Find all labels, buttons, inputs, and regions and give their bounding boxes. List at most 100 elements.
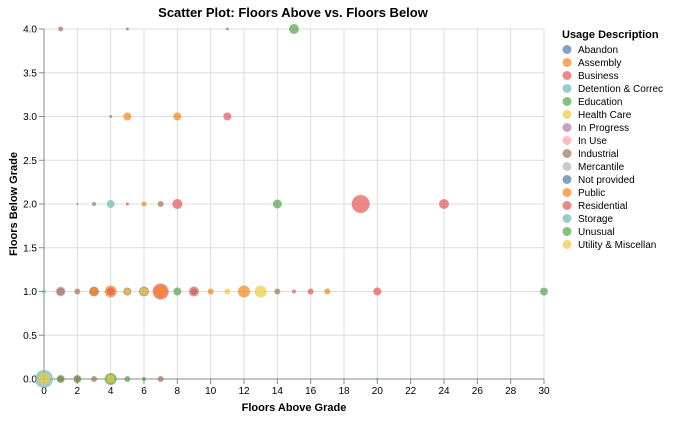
legend-symbol xyxy=(562,162,572,171)
scatter-point xyxy=(106,375,115,383)
scatter-point xyxy=(324,288,331,295)
scatter-point xyxy=(58,26,64,32)
scatter-point xyxy=(124,376,131,382)
legend-label: Residential xyxy=(578,201,627,212)
legend-label: Business xyxy=(578,71,619,82)
legend-symbol xyxy=(562,201,572,210)
scatter-point xyxy=(74,288,81,295)
scatter-point xyxy=(225,27,229,31)
x-tick-label: 2 xyxy=(75,386,81,397)
y-tick-label: 2.0 xyxy=(23,200,37,211)
scatter-point xyxy=(173,287,182,296)
legend-label: Storage xyxy=(578,214,613,225)
scatter-point xyxy=(74,376,81,382)
legend-label: Industrial xyxy=(578,149,619,160)
legend-symbol xyxy=(562,45,572,54)
legend-symbol xyxy=(562,175,572,184)
scatter-point xyxy=(173,112,182,121)
legend-symbol xyxy=(562,123,572,132)
scatter-point xyxy=(375,377,379,381)
scatter-point xyxy=(106,287,115,296)
x-tick-label: 20 xyxy=(372,386,384,397)
scatter-point xyxy=(91,376,97,382)
scatter-point xyxy=(125,27,129,31)
legend-symbol xyxy=(562,136,572,145)
scatter-point xyxy=(307,288,314,295)
x-tick-label: 8 xyxy=(175,386,181,397)
scatter-point xyxy=(109,115,113,118)
scatter-point xyxy=(238,285,250,298)
y-tick-label: 1.5 xyxy=(23,243,37,254)
x-tick-label: 28 xyxy=(505,386,517,397)
x-tick-label: 16 xyxy=(305,386,317,397)
scatter-point xyxy=(56,287,65,296)
legend-label: Education xyxy=(578,97,622,108)
scatter-point xyxy=(123,112,132,121)
scatter-point xyxy=(254,285,267,298)
legend-symbol xyxy=(562,240,572,249)
scatter-point xyxy=(373,287,382,296)
scatter-point xyxy=(292,289,296,294)
scatter-point xyxy=(76,203,79,205)
legend-symbol xyxy=(562,58,572,67)
data-points xyxy=(35,24,548,388)
scatter-point xyxy=(209,378,212,380)
legend-label: Mercantile xyxy=(578,162,625,173)
x-tick-label: 22 xyxy=(405,386,417,397)
legend-label: Assembly xyxy=(578,58,621,69)
scatter-point xyxy=(154,285,167,298)
legend-label: Health Care xyxy=(578,110,632,121)
scatter-point xyxy=(351,195,370,213)
legend-label: Unusual xyxy=(578,227,615,238)
x-axis-title: Floors Above Grade xyxy=(242,402,347,414)
scatter-point xyxy=(142,377,146,381)
legend-label: In Use xyxy=(578,136,607,147)
chart-title: Scatter Plot: Floors Above vs. Floors Be… xyxy=(158,5,429,20)
scatter-point xyxy=(38,373,50,385)
scatter-point xyxy=(157,201,164,207)
scatter-point xyxy=(172,199,183,209)
y-axis-title: Floors Below Grade xyxy=(8,152,20,256)
legend: Usage Description Abandon Assembly Busines… xyxy=(562,29,663,251)
x-tick-label: 18 xyxy=(338,386,350,397)
x-tick-label: 14 xyxy=(272,386,284,397)
legend-title: Usage Description xyxy=(562,29,659,41)
x-tick-label: 12 xyxy=(238,386,250,397)
scatter-point xyxy=(106,200,115,208)
scatter-point xyxy=(272,199,282,209)
legend-symbol xyxy=(562,214,572,223)
x-tick-label: 26 xyxy=(472,386,484,397)
scatter-point xyxy=(125,202,129,206)
scatter-point xyxy=(439,199,449,209)
scatter-point xyxy=(124,288,131,295)
scatter-point xyxy=(57,376,64,382)
x-tick-label: 30 xyxy=(538,386,550,397)
axes: 0 2 4 6 8 10 12 14 16 18 20 22 24 26 28 300.00.51.01.52… xyxy=(23,25,550,398)
scatter-point xyxy=(289,24,299,34)
x-tick-label: 24 xyxy=(438,386,450,397)
y-tick-label: 2.5 xyxy=(23,156,37,167)
legend-symbol xyxy=(562,227,572,236)
grid-lines xyxy=(43,28,545,380)
legend-symbol xyxy=(562,149,572,158)
legend-label: Public xyxy=(578,188,605,199)
scatter-point xyxy=(191,288,197,295)
legend-symbol xyxy=(562,84,572,93)
scatter-point xyxy=(224,288,231,295)
legend-label: Abandon xyxy=(578,45,618,56)
scatter-point xyxy=(157,376,164,382)
x-tick-label: 10 xyxy=(205,386,217,397)
y-tick-label: 1.0 xyxy=(23,287,37,298)
legend-symbol xyxy=(562,188,572,197)
legend-label: Utility & Miscellan xyxy=(578,240,656,251)
y-tick-label: 3.5 xyxy=(23,68,37,79)
scatter-point xyxy=(274,288,281,295)
scatter-point xyxy=(540,287,548,296)
scatter-point xyxy=(42,289,46,294)
scatter-point xyxy=(141,201,147,207)
scatter-point xyxy=(207,288,214,295)
scatter-point xyxy=(90,287,98,296)
legend-label: In Progress xyxy=(578,123,629,134)
x-tick-label: 6 xyxy=(141,386,147,397)
